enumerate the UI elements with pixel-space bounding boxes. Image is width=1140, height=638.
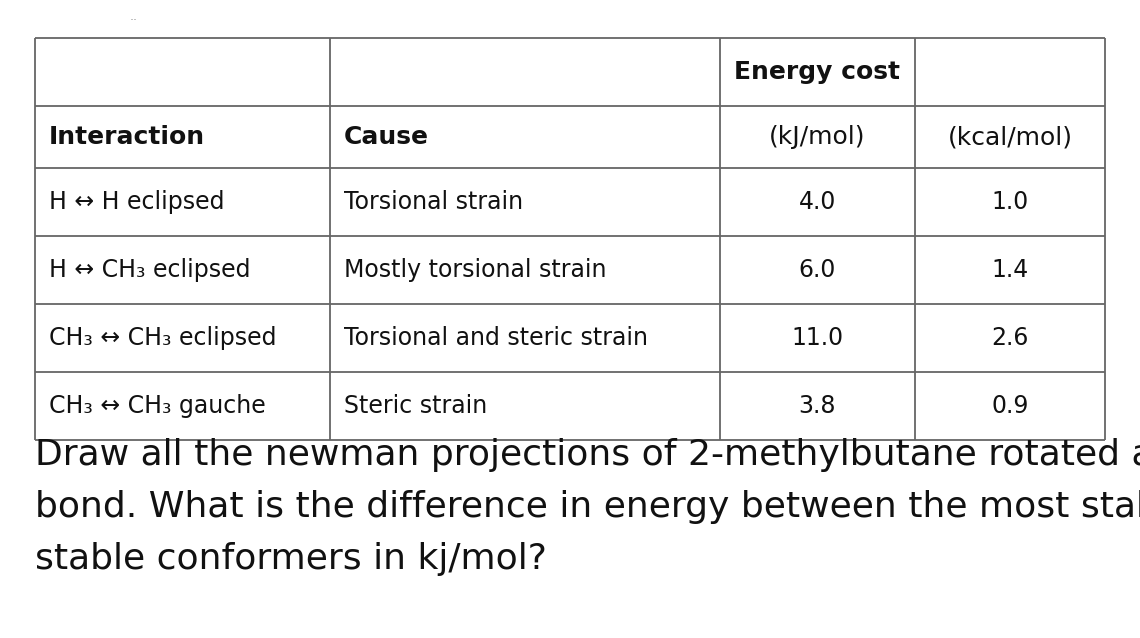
Text: 11.0: 11.0 [791, 326, 844, 350]
Text: Draw all the newman projections of 2-methylbutane rotated about the C2-C3: Draw all the newman projections of 2-met… [35, 438, 1140, 472]
Text: CH₃ ↔ CH₃ gauche: CH₃ ↔ CH₃ gauche [49, 394, 266, 418]
Text: ..: .. [130, 10, 138, 22]
Text: H ↔ H eclipsed: H ↔ H eclipsed [49, 190, 225, 214]
Text: 1.4: 1.4 [992, 258, 1028, 282]
Text: (kcal/mol): (kcal/mol) [947, 125, 1073, 149]
Text: Mostly torsional strain: Mostly torsional strain [344, 258, 606, 282]
Text: Interaction: Interaction [49, 125, 205, 149]
Text: Torsional strain: Torsional strain [344, 190, 523, 214]
Text: Torsional and steric strain: Torsional and steric strain [344, 326, 648, 350]
Text: Energy cost: Energy cost [734, 60, 899, 84]
Text: Cause: Cause [344, 125, 429, 149]
Text: 1.0: 1.0 [992, 190, 1028, 214]
Text: 2.6: 2.6 [992, 326, 1028, 350]
Text: 6.0: 6.0 [799, 258, 836, 282]
Text: CH₃ ↔ CH₃ eclipsed: CH₃ ↔ CH₃ eclipsed [49, 326, 277, 350]
Text: Steric strain: Steric strain [344, 394, 487, 418]
Text: (kJ/mol): (kJ/mol) [770, 125, 865, 149]
Text: H ↔ CH₃ eclipsed: H ↔ CH₃ eclipsed [49, 258, 251, 282]
Text: 0.9: 0.9 [992, 394, 1028, 418]
Text: 4.0: 4.0 [799, 190, 836, 214]
Text: stable conformers in kj/mol?: stable conformers in kj/mol? [35, 542, 547, 576]
Text: bond. What is the difference in energy between the most stable and least: bond. What is the difference in energy b… [35, 490, 1140, 524]
Text: 3.8: 3.8 [799, 394, 837, 418]
